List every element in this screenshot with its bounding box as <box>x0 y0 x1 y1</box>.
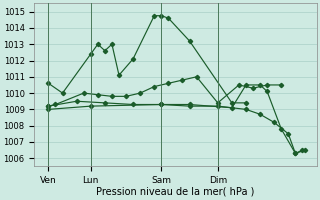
X-axis label: Pression niveau de la mer( hPa ): Pression niveau de la mer( hPa ) <box>96 187 255 197</box>
